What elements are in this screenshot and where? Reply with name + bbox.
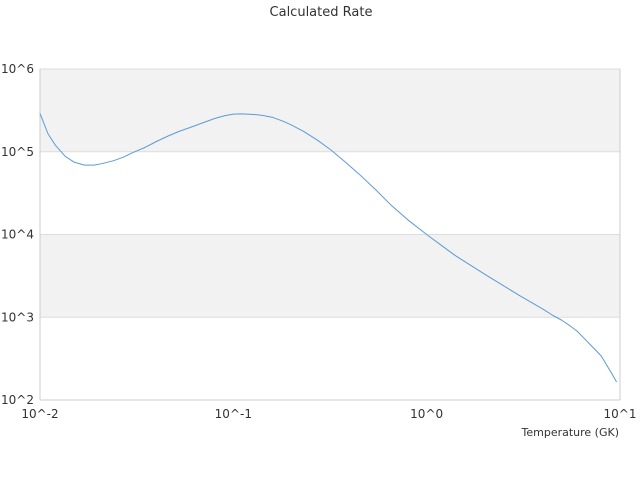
x-tick-label: 10^0 [410, 407, 443, 421]
series-line [39, 113, 618, 383]
series-group [39, 113, 618, 383]
x-tick-label: 10^-2 [21, 407, 58, 421]
y-tick-label: 10^6 [1, 62, 34, 76]
y-tick-label: 10^2 [1, 393, 34, 407]
x-tick-label: 10^1 [604, 407, 637, 421]
chart-title: Calculated Rate [270, 5, 373, 20]
x-axis-label: Temperature (GK) [521, 426, 620, 439]
axes [39, 69, 621, 401]
y-tick-label: 10^4 [1, 228, 34, 242]
x-tick-label: 10^-1 [215, 407, 252, 421]
y-tick-label: 10^3 [1, 310, 34, 324]
tick-labels: 10^2 10^3 10^4 10^5 10^6 10^-2 10^-1 10^0 10^1 [1, 62, 636, 421]
plot-bands [40, 69, 620, 318]
plot-band [40, 234, 620, 318]
y-tick-label: 10^5 [1, 145, 34, 159]
plot-band [40, 69, 620, 152]
